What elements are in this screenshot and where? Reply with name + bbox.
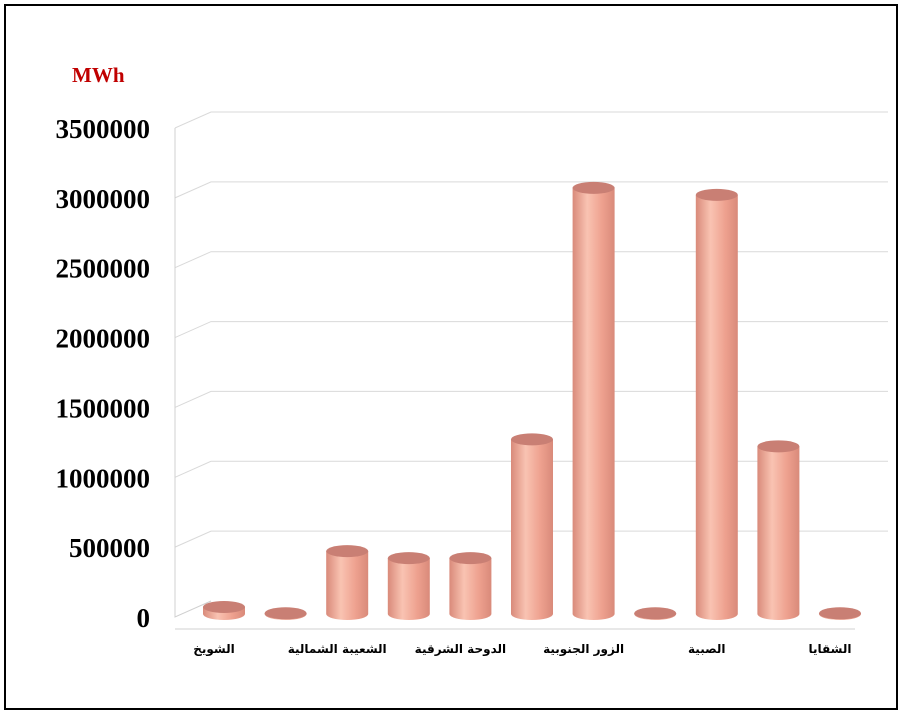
gridline bbox=[174, 321, 888, 339]
gridline bbox=[174, 181, 888, 199]
bar bbox=[387, 552, 430, 620]
bar bbox=[264, 607, 307, 620]
bar bbox=[203, 601, 245, 620]
x-tick-label: الشقايا bbox=[809, 642, 852, 656]
y-tick-label: 2000000 bbox=[56, 324, 151, 354]
y-tick-label: 1500000 bbox=[56, 393, 151, 423]
gridline bbox=[174, 390, 888, 408]
bar bbox=[511, 433, 553, 620]
y-tick-label: 3500000 bbox=[56, 114, 151, 144]
y-tick-label: 0 bbox=[137, 603, 151, 633]
gridline bbox=[174, 460, 888, 478]
gridline bbox=[174, 251, 888, 269]
unit-label: MWh bbox=[72, 63, 125, 87]
gridline bbox=[174, 530, 888, 548]
bar bbox=[449, 552, 492, 620]
bar bbox=[757, 440, 800, 620]
y-axis-ticks: 0 500000 1000000 1500000 2000000 2500000 30000… bbox=[56, 114, 151, 633]
x-tick-label: الزور الجنوبية bbox=[543, 642, 624, 657]
axes bbox=[174, 128, 855, 630]
bar bbox=[572, 181, 615, 620]
y-axis-line bbox=[174, 128, 212, 618]
x-tick-label: الشويخ bbox=[193, 642, 235, 657]
x-axis-ticks: الشويخ الشعيبة الشمالية الدوحة الشرقية الزو… bbox=[193, 642, 851, 657]
x-tick-label: الشعيبة الشمالية bbox=[288, 642, 387, 656]
y-tick-label: 500000 bbox=[69, 533, 150, 563]
y-tick-label: 3000000 bbox=[56, 184, 151, 214]
bar bbox=[695, 188, 738, 620]
bars bbox=[203, 181, 861, 620]
y-tick-label: 2500000 bbox=[56, 254, 151, 284]
bar bbox=[326, 545, 369, 620]
bar bbox=[819, 607, 861, 620]
y-tick-label: 1000000 bbox=[56, 463, 151, 493]
x-tick-label: الدوحة الشرقية bbox=[415, 642, 506, 657]
x-tick-label: الصبية bbox=[688, 642, 726, 656]
grid-lines bbox=[174, 111, 888, 548]
gridline bbox=[174, 111, 888, 129]
bar bbox=[634, 607, 677, 620]
